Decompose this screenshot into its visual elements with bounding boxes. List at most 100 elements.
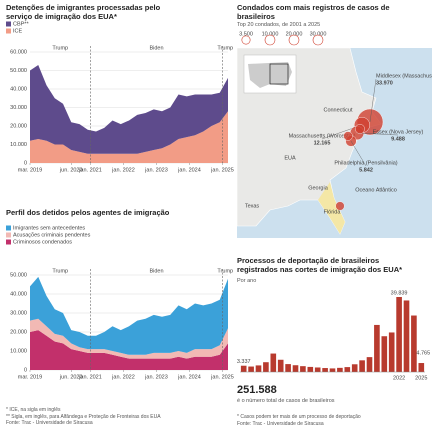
note: ** Sigla, em inglês, para Alfândega e Pr… xyxy=(6,413,161,420)
bar xyxy=(255,365,262,372)
value-label: 39.839 xyxy=(391,290,408,296)
note: Fonte: Trac - Universidade de Siracusa xyxy=(237,420,324,427)
x-tick-label: jan. 2022 xyxy=(111,167,135,173)
bar xyxy=(381,336,388,372)
legend-label: ICE xyxy=(13,28,23,34)
x-tick-label: jan. 2022 xyxy=(111,374,135,380)
bar xyxy=(263,362,269,372)
bar xyxy=(388,332,395,372)
bubble-name: Philadelphia (Pensilvânia) xyxy=(334,160,397,166)
size-legend-label: 30.000 xyxy=(310,31,327,37)
chart-title: Processos de deportação de brasileiros r… xyxy=(237,256,403,274)
period-label: Trump xyxy=(217,268,233,274)
legend-swatch xyxy=(6,21,11,27)
legend-label: Acusações criminais pendentes xyxy=(13,232,91,238)
y-tick-label: 0 xyxy=(24,160,27,166)
bar xyxy=(344,367,351,372)
period-label: Biden xyxy=(149,268,163,274)
x-tick-label: jan. 2024 xyxy=(177,167,201,173)
size-legend-circle xyxy=(264,34,276,46)
bubble-name: Massachusetts (Worcester) xyxy=(289,133,356,139)
legend-swatch xyxy=(6,232,11,238)
bar xyxy=(240,365,247,372)
chart-subtitle: Top 20 condados, de 2001 a 2025 xyxy=(237,22,321,28)
bar xyxy=(329,368,336,372)
bar xyxy=(314,367,321,372)
inset-box xyxy=(269,63,289,85)
x-tick-label: jan. 2021 xyxy=(78,374,102,380)
bubble-value: 9.488 xyxy=(391,136,405,142)
bar xyxy=(411,315,417,372)
y-tick-label: 30.000 xyxy=(10,310,27,316)
map-label: Flórida xyxy=(324,209,342,215)
bubble-value: 33.970 xyxy=(376,80,393,86)
bar xyxy=(418,363,425,372)
legend-label: CBP** xyxy=(13,21,29,27)
bar xyxy=(351,364,358,372)
notes: * Casos podem ter mais de um processo de… xyxy=(237,414,361,427)
size-legend-circle xyxy=(288,34,300,46)
x-tick-label: jan. 2021 xyxy=(78,167,102,173)
map-label: Connecticut xyxy=(323,107,353,113)
total-text: é o número total de casos de brasileiros xyxy=(237,398,335,404)
bubble-value: 12.165 xyxy=(314,140,331,146)
y-tick-label: 40.000 xyxy=(10,86,27,92)
map-label: Georgia xyxy=(308,185,329,191)
x-tick-label: jun. 2020 xyxy=(59,167,83,173)
legend-label: Criminosos condenados xyxy=(13,239,72,245)
bubble-name: Essex (Nova Jersey) xyxy=(373,129,424,135)
bar xyxy=(270,353,277,372)
x-tick-label: jan. 2023 xyxy=(144,167,168,173)
value-label: 4.765 xyxy=(416,350,430,356)
bar xyxy=(277,359,284,372)
bar xyxy=(403,300,410,372)
total-value: 251.588 xyxy=(237,384,277,396)
y-tick-label: 0 xyxy=(24,367,27,373)
y-tick-label: 10.000 xyxy=(10,348,27,354)
bar xyxy=(396,297,402,372)
map-label: Texas xyxy=(245,203,260,209)
period-label: Trump xyxy=(217,45,233,51)
area xyxy=(30,111,228,163)
y-tick-label: 40.000 xyxy=(10,291,27,297)
area xyxy=(30,64,228,154)
bar xyxy=(300,366,306,372)
x-tick-label: jun. 2020 xyxy=(59,374,83,380)
x-tick-label: mar. 2019 xyxy=(18,167,42,173)
bubble xyxy=(335,201,345,211)
bar xyxy=(366,357,373,372)
bubble xyxy=(355,124,365,134)
size-legend-circle xyxy=(312,34,324,46)
y-tick-label: 20.000 xyxy=(10,123,27,129)
x-tick-label: jan. 2025 xyxy=(210,167,234,173)
period-label: Trump xyxy=(52,45,68,51)
area xyxy=(30,276,228,355)
bar xyxy=(285,364,291,372)
notes: * ICE, na sigla em inglês ** Sigla, em i… xyxy=(6,407,161,427)
map-label: EUA xyxy=(284,155,296,161)
x-tick-label: jan. 2023 xyxy=(144,374,168,380)
y-tick-label: 20.000 xyxy=(10,329,27,335)
bar xyxy=(292,365,299,372)
bubble-value: 5.842 xyxy=(359,167,373,173)
bar xyxy=(374,324,380,372)
x-tick-label: mar. 2019 xyxy=(18,374,42,380)
x-tick-label: 2022 xyxy=(393,375,405,381)
y-tick-label: 30.000 xyxy=(10,105,27,111)
y-tick-label: 60.000 xyxy=(10,49,27,55)
bar xyxy=(322,368,328,372)
y-tick-label: 10.000 xyxy=(10,142,27,148)
map-label: Oceano Atlântico xyxy=(355,187,397,193)
size-legend-label: 20.000 xyxy=(286,31,303,37)
legend-swatch xyxy=(6,239,11,245)
size-legend-label: 10.000 xyxy=(262,31,279,37)
area xyxy=(30,318,228,359)
x-tick-label: 2025 xyxy=(415,375,427,381)
y-tick-label: 50.000 xyxy=(10,272,27,278)
bubble-name: Middlesex (Massachusetts) xyxy=(376,73,432,79)
legend-swatch xyxy=(6,28,11,34)
leader-line xyxy=(350,140,367,167)
chart-subtitle: Por ano xyxy=(237,278,257,284)
chart-title: Condados com mais registros de casos de … xyxy=(237,3,390,21)
